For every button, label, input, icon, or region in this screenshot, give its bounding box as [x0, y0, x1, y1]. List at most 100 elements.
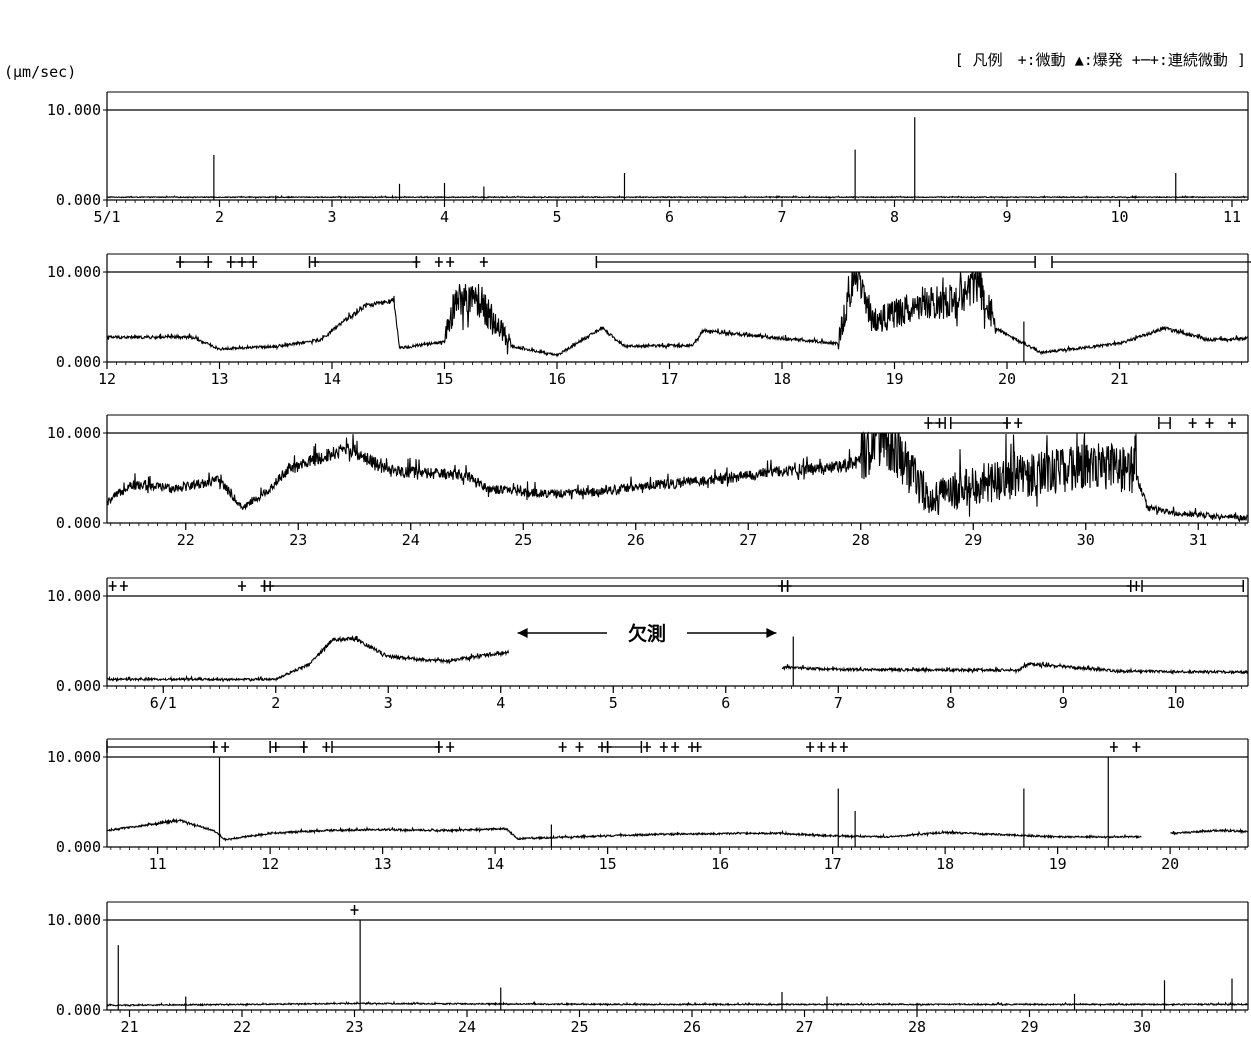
x-tick-label: 3 — [327, 208, 336, 226]
x-tick-label: 5 — [609, 694, 618, 712]
x-tick-label: 27 — [795, 1018, 813, 1036]
x-tick-label: 8 — [946, 694, 955, 712]
x-tick-label: 18 — [773, 370, 791, 388]
tremor-mark — [1109, 742, 1118, 752]
x-tick-label: 26 — [627, 531, 645, 549]
x-tick-label: 4 — [440, 208, 449, 226]
x-minor-ticks — [110, 1010, 1246, 1013]
x-tick-label: 7 — [777, 208, 786, 226]
tremor-mark — [1188, 418, 1197, 428]
velocity-trace — [106, 431, 1248, 522]
x-tick-label: 14 — [323, 370, 341, 388]
y-tick-label-zero: 0.000 — [56, 353, 101, 371]
x-tick-label: 13 — [210, 370, 228, 388]
velocity-trace — [106, 271, 1248, 358]
tremor-mark — [1132, 581, 1141, 591]
x-tick-label: 12 — [98, 370, 116, 388]
y-tick-label-max: 10.000 — [47, 101, 101, 119]
velocity-trace — [106, 817, 1248, 842]
x-tick-label: 29 — [1020, 1018, 1038, 1036]
x-tick-label: 26 — [683, 1018, 701, 1036]
x-tick-label: 11 — [1223, 208, 1241, 226]
tremor-mark — [108, 581, 117, 591]
x-tick-label: 6 — [721, 694, 730, 712]
x-tick-label: 23 — [345, 1018, 363, 1036]
tremor-mark — [839, 742, 848, 752]
x-tick-label: 28 — [908, 1018, 926, 1036]
tremor-mark — [806, 742, 815, 752]
y-tick-label-zero: 0.000 — [56, 191, 101, 209]
x-tick-label: 28 — [852, 531, 870, 549]
y-tick-label-max: 10.000 — [47, 424, 101, 442]
velocity-trace — [106, 1000, 1248, 1008]
tremor-mark — [575, 742, 584, 752]
x-tick-label: 10 — [1110, 208, 1128, 226]
x-tick-label: 16 — [548, 370, 566, 388]
x-tick-label: 17 — [824, 855, 842, 873]
x-tick-label: 9 — [1002, 208, 1011, 226]
x-tick-label: 30 — [1077, 531, 1095, 549]
x-tick-label: 4 — [496, 694, 505, 712]
x-tick-label: 19 — [1049, 855, 1067, 873]
x-tick-label: 13 — [374, 855, 392, 873]
tremor-mark — [1205, 418, 1214, 428]
x-tick-label: 27 — [739, 531, 757, 549]
unit-label: (μm/sec) — [4, 63, 76, 81]
x-tick-label: 17 — [660, 370, 678, 388]
tremor-mark — [446, 742, 455, 752]
tremor-mark — [322, 742, 331, 752]
x-tick-label: 14 — [486, 855, 504, 873]
tremor-mark — [693, 742, 702, 752]
x-tick-label: 31 — [1189, 531, 1207, 549]
x-minor-ticks — [110, 847, 1246, 850]
legend: [ 凡例 +:微動 ▲:爆発 +─+:連続微動 ] — [955, 51, 1246, 69]
x-tick-label: 6 — [665, 208, 674, 226]
y-tick-label-max: 10.000 — [47, 911, 101, 929]
y-tick-label-max: 10.000 — [47, 748, 101, 766]
x-tick-label: 16 — [711, 855, 729, 873]
tremor-mark — [350, 905, 359, 915]
x-tick-label: 8 — [890, 208, 899, 226]
x-tick-label: 20 — [1161, 855, 1179, 873]
y-tick-label-zero: 0.000 — [56, 1001, 101, 1019]
tremor-mark — [434, 257, 443, 267]
arrowhead-left — [517, 628, 528, 638]
x-tick-label: 25 — [514, 531, 532, 549]
x-tick-label: 25 — [570, 1018, 588, 1036]
x-tick-label: 22 — [177, 531, 195, 549]
x-tick-label: 9 — [1059, 694, 1068, 712]
x-tick-label: 19 — [885, 370, 903, 388]
velocity-trace — [107, 194, 1248, 200]
x-tick-label: 23 — [289, 531, 307, 549]
tremor-mark — [1014, 418, 1023, 428]
missing-data-label: 欠測 — [628, 622, 666, 645]
x-tick-label: 20 — [998, 370, 1016, 388]
tremor-mark — [558, 742, 567, 752]
y-tick-label-zero: 0.000 — [56, 514, 101, 532]
panel-6: 10.000 0.000 21 22 23 24 25 26 27 28 29 30 — [47, 901, 1249, 1036]
tremor-mark — [643, 742, 651, 752]
tremor-mark — [1228, 418, 1236, 428]
tremor-mark — [828, 742, 837, 752]
tremor-mark — [119, 581, 128, 591]
x-tick-label: 15 — [435, 370, 453, 388]
panel-4: 10.000 0.000 6/1 2 3 4 5 6 7 8 9 10 欠測 — [47, 577, 1249, 712]
panel-3: 10.000 0.000 22 23 24 25 26 27 28 29 30 31 — [47, 414, 1249, 549]
y-tick-label-max: 10.000 — [47, 587, 101, 605]
velocity-trace — [106, 634, 1249, 683]
y-tick-label-max: 10.000 — [47, 263, 101, 281]
arrowhead-right — [766, 628, 777, 638]
tremor-mark — [446, 257, 455, 267]
panel-5: 10.000 0.000 11 12 13 14 15 16 17 18 19 20 — [47, 738, 1249, 873]
tremor-mark — [479, 257, 488, 267]
tremor-mark — [238, 581, 246, 591]
x-tick-label: 21 — [1110, 370, 1128, 388]
x-tick-label: 7 — [834, 694, 843, 712]
x-tick-label: 2 — [271, 694, 280, 712]
x-tick-label: 30 — [1133, 1018, 1151, 1036]
tremor-mark — [1132, 742, 1141, 752]
tremor-mark — [817, 742, 826, 752]
